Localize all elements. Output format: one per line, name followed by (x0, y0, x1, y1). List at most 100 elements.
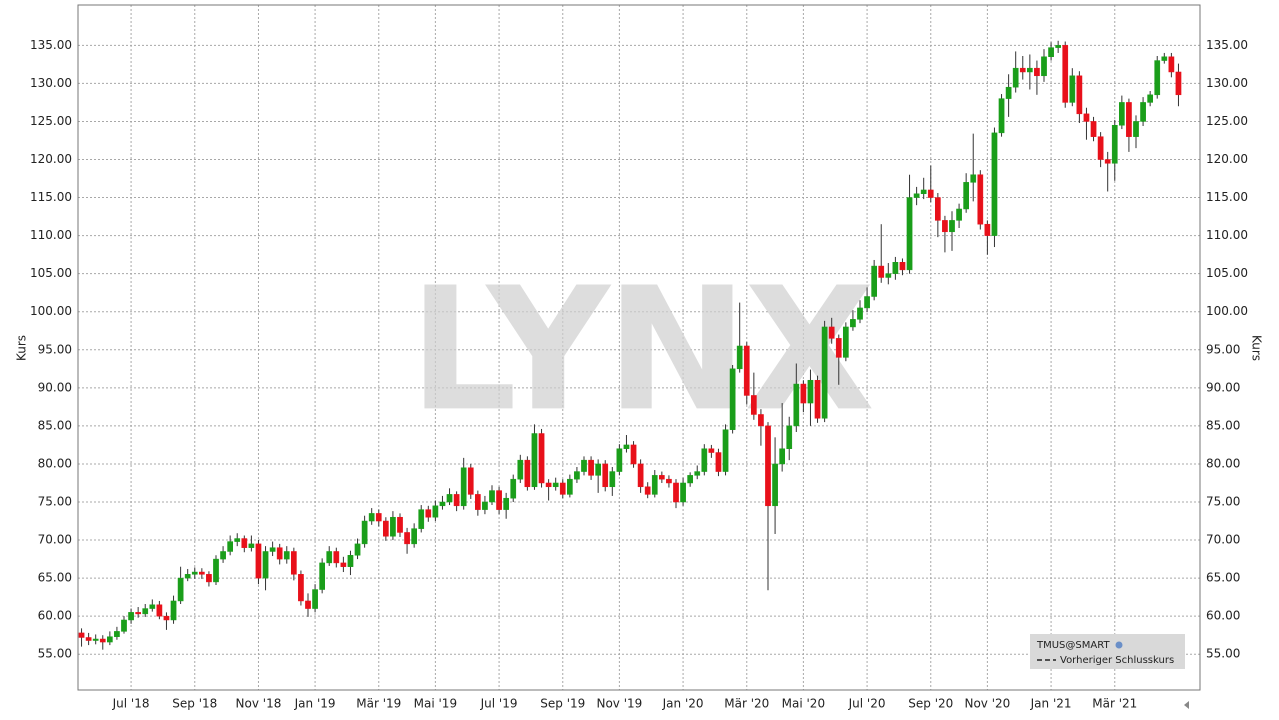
candle-body (531, 433, 538, 488)
candle-body (347, 555, 354, 567)
candle-body (758, 414, 764, 427)
x-tick-label: Mai '20 (782, 697, 825, 711)
candle-body (319, 562, 326, 590)
candle-body (177, 577, 184, 602)
y2-tick-label: 70.00 (1206, 533, 1240, 547)
candle-body (970, 174, 977, 183)
y2-tick-label: 80.00 (1206, 456, 1240, 470)
candle-body (807, 379, 814, 404)
candle-body (206, 574, 212, 583)
candle-body (949, 220, 955, 233)
candle-body (460, 467, 467, 507)
candle-body (687, 475, 694, 484)
legend-previous-close: Vorheriger Schlusskurs (1060, 655, 1174, 666)
candle-body (1161, 56, 1168, 61)
candle-body (1090, 121, 1097, 137)
candle-body (106, 636, 113, 643)
y2-tick-label: 105.00 (1206, 266, 1248, 280)
y-tick-label: 75.00 (38, 495, 72, 509)
y2-tick-label: 135.00 (1206, 38, 1248, 52)
plot-frame (77, 4, 1201, 691)
y-axis-label: Kurs (15, 335, 29, 361)
candle-body (842, 326, 849, 358)
y-tick-label: 115.00 (30, 190, 72, 204)
candle-body (220, 551, 226, 560)
candle-body (262, 551, 269, 579)
y2-tick-label: 125.00 (1206, 114, 1248, 128)
candle-body (184, 574, 191, 579)
candle-body (121, 619, 127, 632)
candle-body (899, 262, 906, 271)
y-tick-label: 65.00 (38, 571, 72, 585)
candle-body (956, 208, 962, 221)
candle-body (574, 471, 580, 480)
candle-body (276, 547, 283, 560)
candle-body (198, 571, 205, 575)
candle-body (354, 543, 361, 556)
y2-tick-label: 95.00 (1206, 342, 1240, 356)
candle-body (616, 448, 623, 472)
candle-body (163, 615, 170, 621)
y2-tick-label: 55.00 (1206, 647, 1240, 661)
candle-body (588, 459, 594, 476)
x-tick-label: Sep '20 (908, 697, 953, 711)
candle-body (1133, 121, 1139, 137)
candle-body (446, 494, 453, 503)
candle-body (375, 513, 382, 522)
candle-body (255, 543, 262, 579)
candle-body (1012, 67, 1019, 88)
candle-body (1019, 67, 1026, 73)
candle-body (998, 98, 1005, 134)
x-tick-label: Mär '21 (1092, 697, 1137, 711)
candle-body (906, 197, 913, 271)
candle-body (241, 538, 248, 548)
candle-body (333, 551, 340, 564)
candle-body (963, 182, 970, 210)
candle-body (149, 604, 156, 609)
grid (78, 5, 1200, 690)
candle-body (1034, 67, 1040, 77)
candle-body (708, 448, 715, 453)
candle-body (1062, 45, 1069, 103)
candle-body (701, 448, 708, 472)
candle-body (1097, 136, 1104, 160)
x-tick-label: Nov '20 (964, 697, 1010, 711)
candle-body (800, 383, 807, 404)
y2-tick-label: 90.00 (1206, 380, 1240, 394)
candle-body (623, 444, 630, 449)
candle-body (559, 482, 566, 495)
candle-body (1140, 102, 1146, 122)
candle-body (772, 463, 778, 507)
candle-body (1154, 60, 1161, 96)
x-tick-label: Jan '20 (662, 697, 704, 711)
candle-body (361, 520, 368, 545)
y-tick-label: 105.00 (30, 266, 72, 280)
candle-body (1083, 113, 1090, 122)
candles (78, 40, 1182, 650)
candle-body (927, 189, 934, 198)
candle-body (913, 193, 920, 198)
candle-body (1041, 56, 1047, 77)
x-tick-label: Nov '19 (596, 697, 642, 711)
candle-body (482, 501, 488, 510)
candle-body (283, 551, 290, 560)
candle-body (722, 429, 729, 472)
candle-body (1104, 159, 1111, 164)
candle-body (156, 604, 163, 617)
candle-body (312, 589, 318, 609)
scroll-arrow[interactable] (1184, 701, 1189, 709)
candle-body (942, 220, 948, 233)
candle-body (630, 444, 637, 465)
candle-body (850, 319, 856, 328)
candle-body (977, 174, 984, 225)
candle-body (715, 452, 722, 472)
y2-tick-label: 110.00 (1206, 228, 1248, 242)
candle-body (871, 265, 878, 297)
candle-body (545, 482, 552, 488)
candle-body (920, 189, 927, 195)
candle-body (298, 574, 304, 602)
y-tick-label: 120.00 (30, 152, 72, 166)
candle-body (750, 395, 757, 415)
y2-axis-label: Kurs (1250, 335, 1264, 361)
